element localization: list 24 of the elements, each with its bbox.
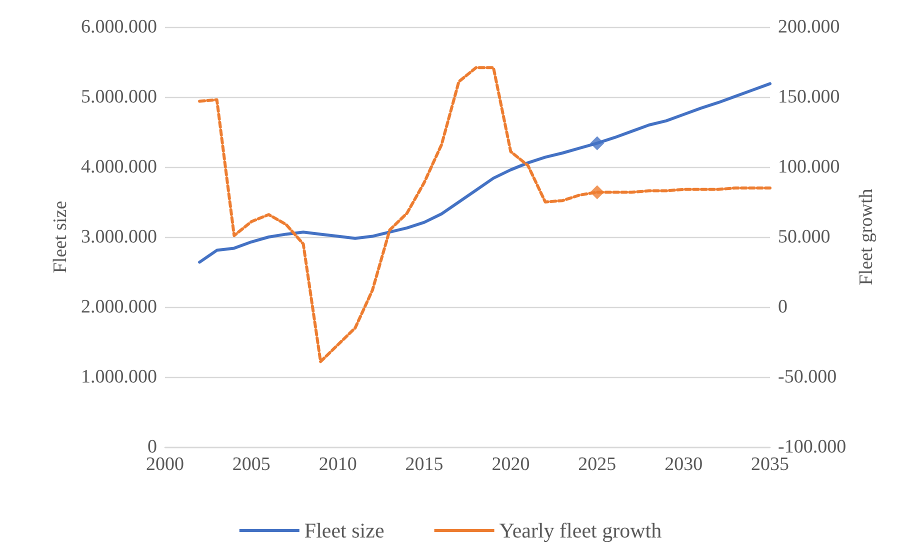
- y-tick-label: 1.000.000: [81, 366, 157, 388]
- legend-label: Fleet size: [304, 518, 384, 542]
- y-tick-label: 4.000.000: [81, 156, 157, 178]
- y2-axis-title: Fleet growth: [856, 188, 877, 286]
- x-tick-label: 2005: [232, 454, 270, 475]
- line-series: [198, 66, 772, 364]
- x-tick-label: 2030: [664, 454, 703, 475]
- y-tick-label: 5.000.000: [81, 86, 157, 108]
- y2-tick-label: 150.000: [778, 86, 840, 108]
- legend-label: Yearly fleet growth: [499, 518, 662, 542]
- y-tick-label: 2.000.000: [81, 296, 157, 318]
- y-tick-label: 6.000.000: [81, 16, 157, 38]
- y-axis-title: Fleet size: [50, 200, 72, 274]
- y-tick-label: 3.000.000: [81, 226, 157, 248]
- x-tick-label: 2010: [318, 454, 357, 475]
- line-series: [198, 82, 772, 264]
- y2-tick-label: 0: [778, 296, 788, 318]
- y2-tick-label: 200.000: [778, 16, 840, 38]
- y2-tick-label: 50.000: [778, 226, 830, 248]
- y2-tick-label: 100.000: [778, 156, 840, 178]
- y2-tick-label: -50.000: [778, 366, 837, 388]
- x-tick-label: 2015: [405, 454, 444, 475]
- x-tick-label: 2025: [578, 454, 616, 475]
- x-tick-label: 2020: [492, 454, 530, 475]
